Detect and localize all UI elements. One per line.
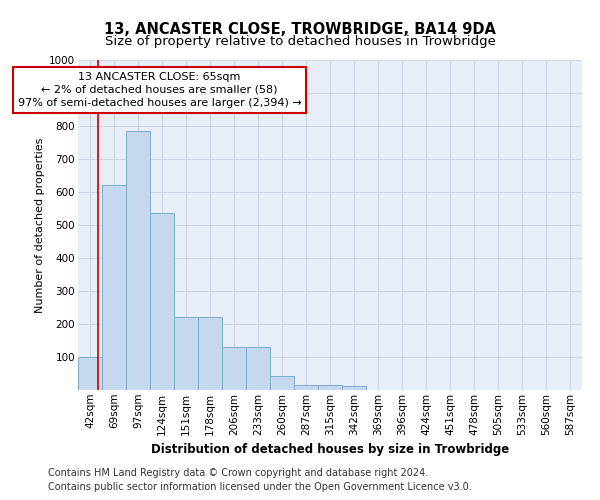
Bar <box>150 214 174 390</box>
Text: Contains public sector information licensed under the Open Government Licence v3: Contains public sector information licen… <box>48 482 472 492</box>
Text: 13, ANCASTER CLOSE, TROWBRIDGE, BA14 9DA: 13, ANCASTER CLOSE, TROWBRIDGE, BA14 9DA <box>104 22 496 38</box>
Bar <box>342 386 366 390</box>
Text: Contains HM Land Registry data © Crown copyright and database right 2024.: Contains HM Land Registry data © Crown c… <box>48 468 428 477</box>
Bar <box>102 186 126 390</box>
Bar <box>246 347 270 390</box>
Text: Size of property relative to detached houses in Trowbridge: Size of property relative to detached ho… <box>104 35 496 48</box>
Bar <box>318 385 342 390</box>
X-axis label: Distribution of detached houses by size in Trowbridge: Distribution of detached houses by size … <box>151 443 509 456</box>
Text: 13 ANCASTER CLOSE: 65sqm
← 2% of detached houses are smaller (58)
97% of semi-de: 13 ANCASTER CLOSE: 65sqm ← 2% of detache… <box>18 72 301 108</box>
Bar <box>294 385 318 390</box>
Bar <box>174 318 198 390</box>
Bar <box>222 347 246 390</box>
Bar <box>78 357 102 390</box>
Bar <box>270 376 294 390</box>
Bar <box>126 131 150 390</box>
Y-axis label: Number of detached properties: Number of detached properties <box>35 138 45 312</box>
Bar <box>198 318 222 390</box>
